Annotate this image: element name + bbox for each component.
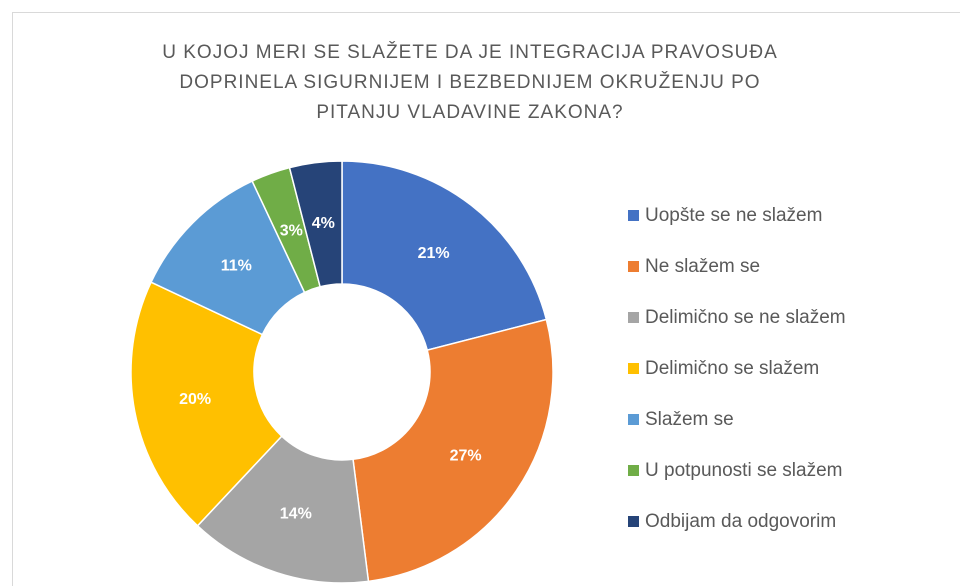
legend-swatch <box>628 414 639 425</box>
donut-segment <box>150 180 306 336</box>
chart-frame <box>12 12 960 586</box>
legend-label: Delimično se slažem <box>645 358 819 379</box>
data-label: 20% <box>179 391 211 408</box>
data-label: 4% <box>312 215 335 232</box>
donut-segment <box>341 160 548 352</box>
legend-swatch <box>628 516 639 527</box>
data-label: 21% <box>418 245 450 262</box>
donut-segment <box>130 281 283 527</box>
legend-swatch <box>628 210 639 221</box>
chart-title: U KOJOJ MERI SE SLAŽETE DA JE INTEGRACIJ… <box>162 42 778 123</box>
legend-swatch <box>628 465 639 476</box>
donut-segment <box>352 318 554 583</box>
legend-swatch <box>628 261 639 272</box>
donut-segment <box>196 435 370 584</box>
legend-label: Slažem se <box>645 409 734 430</box>
legend-label: Delimično se ne slažem <box>645 307 846 328</box>
legend-label: U potpunosti se slažem <box>645 460 843 481</box>
legend-swatch <box>628 312 639 323</box>
data-label: 14% <box>280 505 312 522</box>
legend-swatch <box>628 363 639 374</box>
legend-label: Odbijam da odgovorim <box>645 511 836 532</box>
data-label: 27% <box>450 447 482 464</box>
data-label: 3% <box>280 223 303 240</box>
data-label: 11% <box>221 258 252 275</box>
legend-label: Uopšte se ne slažem <box>645 205 822 226</box>
donut-segment <box>288 160 343 288</box>
legend-label: Ne slažem se <box>645 256 760 277</box>
